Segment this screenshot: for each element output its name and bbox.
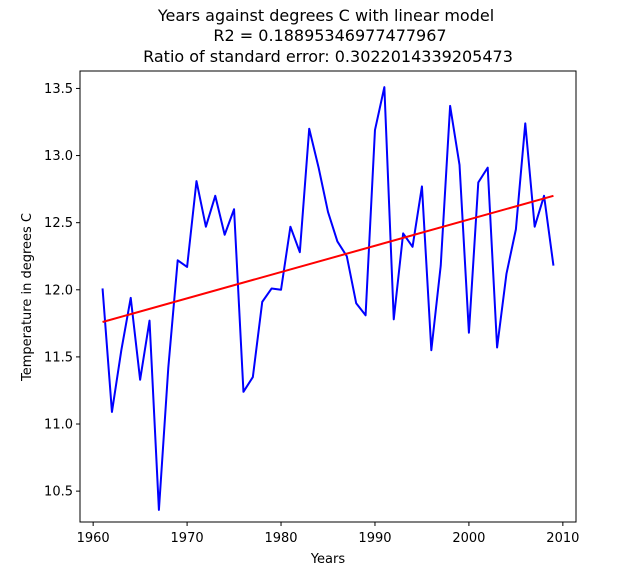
plot-area (101, 86, 555, 511)
chart-title-line-1: Years against degrees C with linear mode… (157, 6, 494, 25)
temperature-line (101, 86, 555, 511)
y-tick-label: 11.0 (44, 418, 73, 433)
y-axis-ticks: 10.5 11.0 11.5 12.0 12.5 13.0 13.5 (44, 82, 80, 500)
x-axis-ticks: 1960 1970 1980 1990 2000 2010 (77, 522, 579, 546)
y-tick-label: 10.5 (44, 485, 73, 500)
y-tick-label: 13.0 (44, 149, 73, 164)
x-tick-label: 1980 (264, 531, 297, 546)
x-tick-label: 2000 (452, 531, 485, 546)
y-axis-label: Temperature in degrees C (20, 213, 35, 382)
x-tick-label: 1990 (358, 531, 391, 546)
chart-title-line-3: Ratio of standard error: 0.3022014339205… (143, 47, 513, 66)
plot-frame (79, 70, 577, 523)
y-tick-label: 13.5 (44, 82, 73, 97)
linear-model-line (102, 194, 554, 323)
x-tick-label: 1960 (77, 531, 110, 546)
x-tick-label: 2010 (546, 531, 579, 546)
y-tick-label: 11.5 (44, 350, 73, 365)
y-tick-label: 12.0 (44, 283, 73, 298)
chart-title-line-2: R2 = 0.18895346977477967 (213, 26, 446, 45)
y-tick-label: 12.5 (44, 216, 73, 231)
x-tick-label: 1970 (171, 531, 204, 546)
x-axis-label: Years (310, 552, 346, 567)
